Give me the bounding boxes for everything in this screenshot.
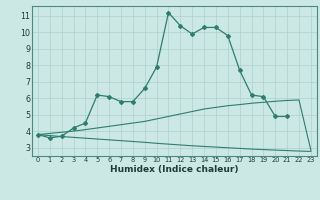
X-axis label: Humidex (Indice chaleur): Humidex (Indice chaleur) bbox=[110, 165, 239, 174]
